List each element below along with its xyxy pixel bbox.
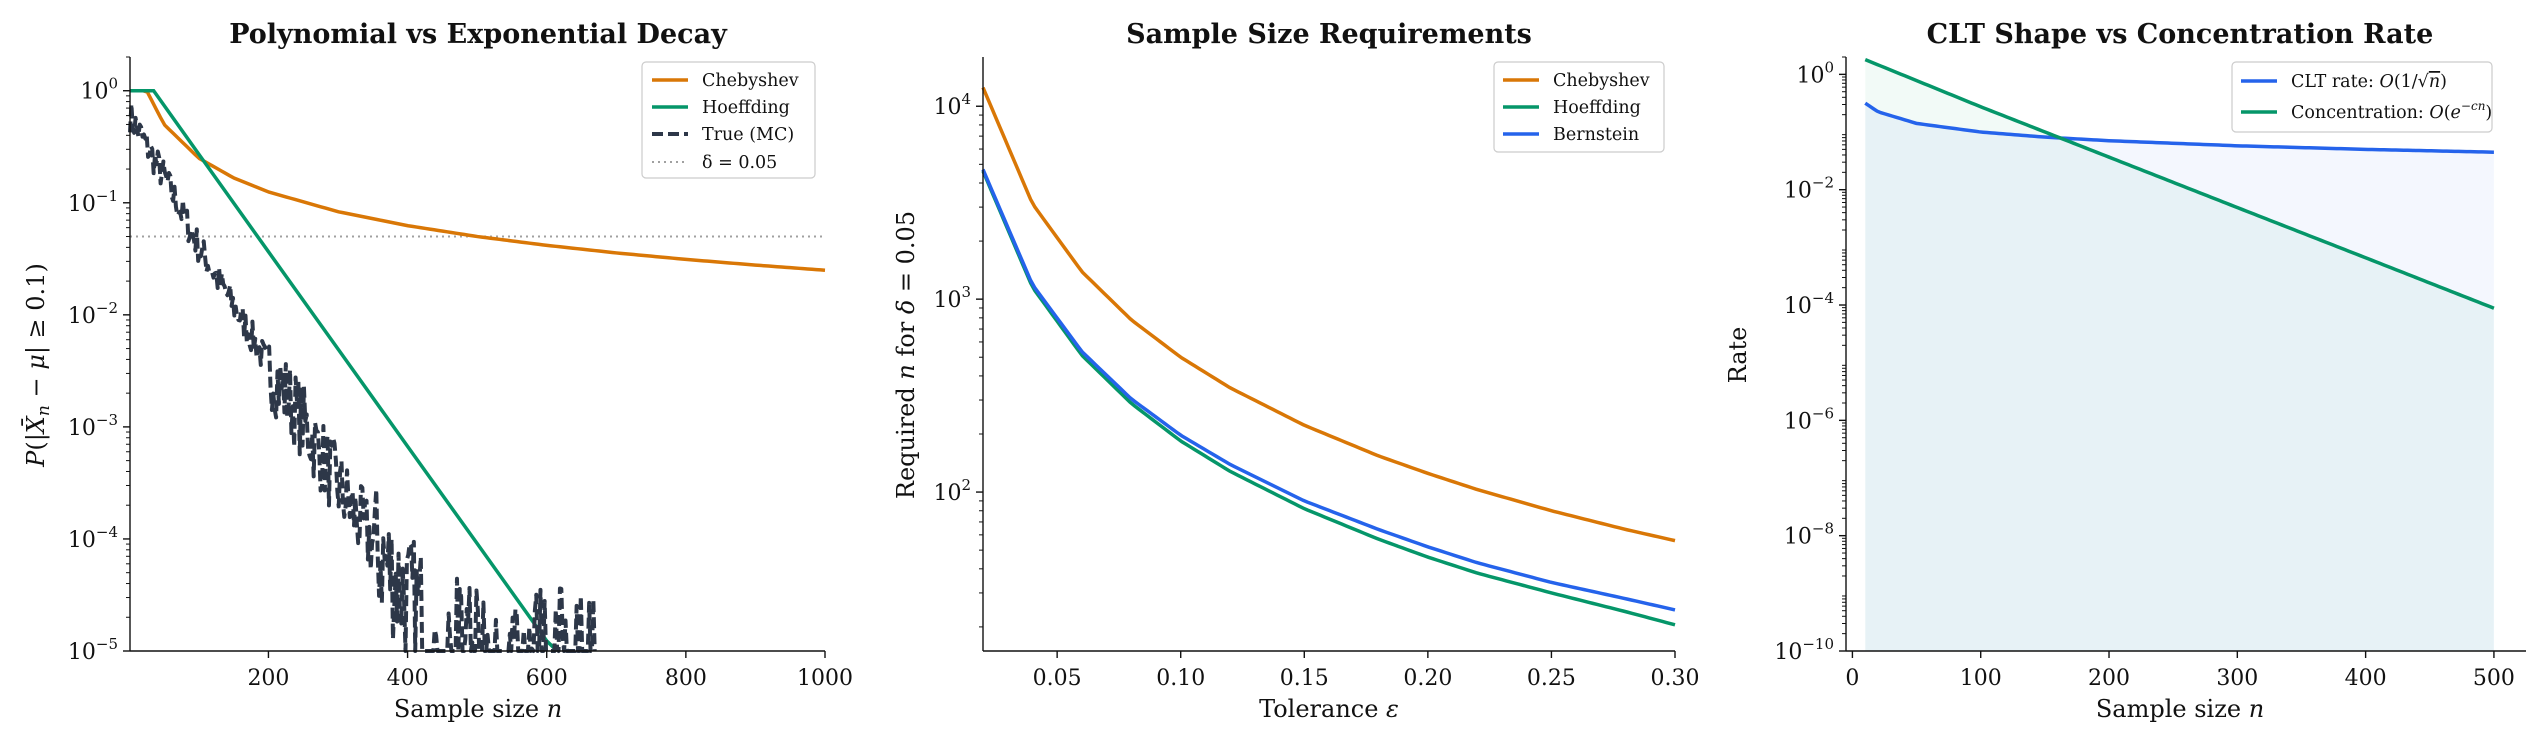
legend-label-chebyshev: Chebyshev	[702, 71, 799, 91]
concentration-line	[1864, 58, 2495, 310]
panel3-xtick-label: 500	[2473, 666, 2515, 691]
clt-area-fill	[1865, 103, 2494, 651]
panel1-marks	[128, 88, 826, 653]
legend-label-chebyshev-2: Chebyshev	[1553, 71, 1650, 91]
panel-sample-size-requirements: Sample Size Requirements 0.05 0.10 0.15 0.2…	[892, 19, 1699, 723]
panel3-title: CLT Shape vs Concentration Rate	[1927, 19, 2434, 50]
legend-label-hoeffding-2: Hoeffding	[1553, 98, 1641, 118]
panel3-legend-frame	[2231, 61, 2493, 133]
panel3-xtick-label: 0	[1845, 666, 1859, 691]
panel2-xlabel: Tolerance ε	[1259, 695, 1399, 723]
panel3-ytick-label: 10−10	[1774, 635, 1834, 665]
panel1-xtick-label: 800	[665, 666, 707, 691]
panel3-ytick-label: 10−2	[1784, 174, 1834, 204]
panel1-xtick-label: 600	[526, 666, 568, 691]
panel3-legend: CLT rate: O(1/√n) Concentration: O(e−cn)	[2231, 61, 2493, 133]
panel1-xtick-label: 1000	[797, 666, 853, 691]
panel1-ytick-label: 10−2	[68, 299, 118, 329]
panel2-xtick-label: 0.10	[1156, 666, 1205, 691]
panel2-legend: Chebyshev Hoeffding Bernstein	[1493, 61, 1665, 153]
legend-label-bernstein: Bernstein	[1553, 125, 1639, 145]
panel1-xtick-label: 200	[247, 666, 289, 691]
panel3-xlabel: Sample size n	[2096, 695, 2264, 723]
panel2-xtick-label: 0.15	[1280, 666, 1329, 691]
panel1-ylabel: P(|X̄n − μ| ≥ 0.1)	[22, 263, 54, 468]
panel2-marks	[981, 86, 1676, 627]
bernstein-curve	[981, 168, 1676, 612]
panel3-xtick-label: 300	[2216, 666, 2258, 691]
panel1-legend-frame	[641, 61, 816, 179]
panel3-xtick-label: 100	[1960, 666, 2002, 691]
panel3-ytick-label: 10−4	[1784, 289, 1834, 319]
panel-polynomial-vs-exponential: Polynomial vs Exponential Decay 200 400 60…	[22, 19, 853, 723]
panel-clt-vs-concentration: CLT Shape vs Concentration Rate 0 100 200 3…	[1724, 19, 2526, 723]
panel2-axes: 0.05 0.10 0.15 0.20 0.25 0.30 102 103 104	[933, 57, 1699, 691]
panel3-marks	[1864, 58, 2495, 651]
panel2-ytick-label: 103	[933, 283, 971, 313]
panel2-xtick-label: 0.05	[1033, 666, 1082, 691]
panel3-ytick-label: 10−8	[1784, 520, 1834, 550]
panel2-ytick-label: 102	[933, 476, 971, 506]
true-mc-line	[128, 101, 597, 653]
panel3-ytick-label: 10−6	[1784, 404, 1834, 434]
clt-rate-line	[1864, 101, 2494, 154]
legend-label-concentration: Concentration: O(e−cn)	[2291, 99, 2492, 123]
panel2-title: Sample Size Requirements	[1126, 19, 1532, 50]
panel1-ytick-label: 10−3	[68, 411, 118, 441]
panel3-xtick-label: 400	[2345, 666, 2387, 691]
legend-label-delta: δ = 0.05	[702, 153, 777, 173]
panel3-xtick-label: 200	[2088, 666, 2130, 691]
panel2-xtick-label: 0.30	[1651, 666, 1700, 691]
panel2-xtick-label: 0.25	[1527, 666, 1576, 691]
panel2-ytick-label: 104	[933, 90, 971, 120]
hoeffding-curve	[981, 170, 1676, 627]
panel1-ytick-label: 10−4	[68, 523, 118, 553]
panel1-ytick-label: 10−1	[68, 187, 118, 217]
panel2-xtick-label: 0.20	[1403, 666, 1452, 691]
hoeffding-line	[130, 88, 559, 653]
chebyshev-curve	[981, 86, 1676, 543]
legend-label-true-mc: True (MC)	[702, 125, 794, 145]
legend-label-clt: CLT rate: O(1/√n)	[2291, 72, 2447, 92]
concentration-area-fill	[1865, 59, 2494, 651]
legend-label-hoeffding: Hoeffding	[702, 98, 790, 118]
panel1-title: Polynomial vs Exponential Decay	[229, 19, 728, 50]
panel2-legend-frame	[1493, 61, 1665, 153]
chebyshev-line	[130, 88, 826, 272]
panel1-xtick-label: 400	[387, 666, 429, 691]
panel1-xlabel: Sample size n	[394, 695, 562, 723]
panel1-legend: Chebyshev Hoeffding True (MC) δ = 0.05	[641, 61, 816, 179]
panel2-ylabel: Required n for δ = 0.05	[892, 211, 920, 499]
panel3-axes: 0 100 200 300 400 500 100 10−2 10−4 10−6 10−8 10−10	[1774, 56, 2526, 691]
panel3-ylabel: Rate	[1724, 327, 1752, 384]
panel1-ytick-label: 100	[80, 75, 118, 105]
panel3-ytick-label: 100	[1796, 58, 1834, 88]
panel1-ytick-label: 10−5	[68, 635, 118, 665]
